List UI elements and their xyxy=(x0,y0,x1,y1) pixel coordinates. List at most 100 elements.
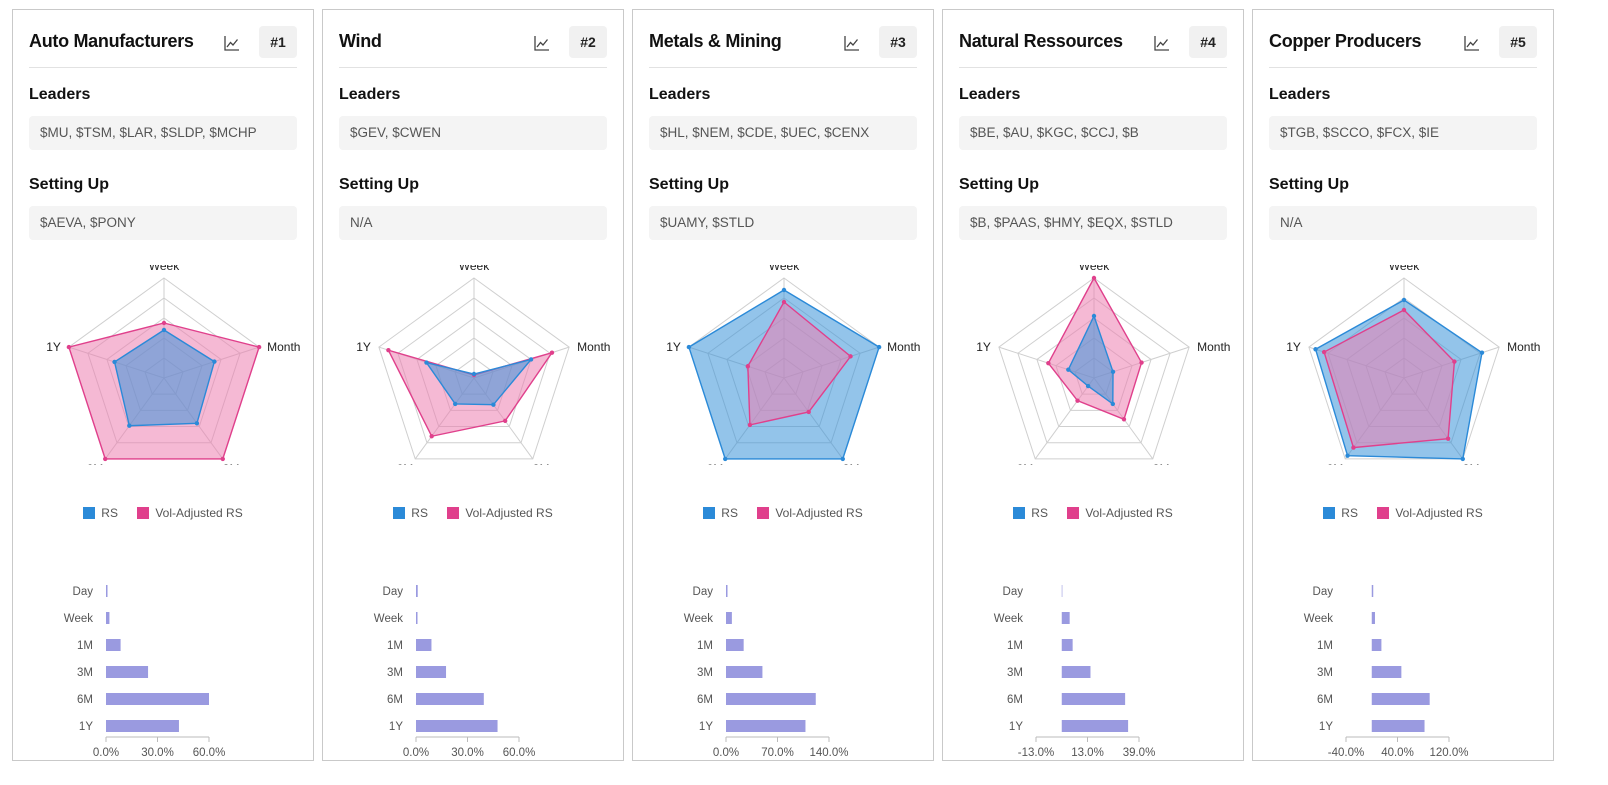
radar-point-vol-week[interactable] xyxy=(1091,275,1097,281)
line-chart-icon[interactable] xyxy=(1151,32,1173,54)
radar-point-rs-week[interactable] xyxy=(1091,313,1097,319)
radar-point-vol-week[interactable] xyxy=(1401,307,1407,313)
bar-6m[interactable] xyxy=(1061,693,1126,705)
bar-week[interactable] xyxy=(416,612,418,624)
radar-point-rs-3m[interactable] xyxy=(491,402,496,407)
bar-category-label-1y: 1Y xyxy=(79,721,93,733)
radar-point-vol-3m[interactable] xyxy=(502,418,508,424)
radar-point-rs-week[interactable] xyxy=(471,371,477,377)
radar-point-vol-3m[interactable] xyxy=(1121,417,1127,422)
radar-series-rs[interactable] xyxy=(1067,314,1114,406)
legend-item-vol[interactable]: Vol-Adjusted RS xyxy=(137,506,243,520)
legend-item-vol[interactable]: Vol-Adjusted RS xyxy=(447,506,553,520)
line-chart-icon[interactable] xyxy=(841,32,863,54)
radar-point-vol-1y[interactable] xyxy=(1321,349,1327,355)
bar-week[interactable] xyxy=(1371,612,1375,624)
radar-point-rs-week[interactable] xyxy=(1401,297,1407,303)
bar-day[interactable] xyxy=(1061,585,1063,597)
radar-point-vol-month[interactable] xyxy=(549,350,555,355)
bar-6m[interactable] xyxy=(1371,693,1430,705)
legend-item-vol[interactable]: Vol-Adjusted RS xyxy=(1067,506,1173,520)
bar-1m[interactable] xyxy=(1371,639,1382,651)
bar-1y[interactable] xyxy=(106,720,179,732)
radar-point-vol-month[interactable] xyxy=(1139,360,1144,365)
bar-week[interactable] xyxy=(106,612,110,624)
radar-point-vol-3m[interactable] xyxy=(1445,436,1451,441)
bar-day[interactable] xyxy=(106,585,108,597)
radar-point-rs-1y[interactable] xyxy=(686,344,692,350)
bar-3m[interactable] xyxy=(1061,666,1091,678)
radar-point-vol-1y[interactable] xyxy=(745,364,751,369)
radar-point-rs-month[interactable] xyxy=(876,344,882,350)
legend-item-rs[interactable]: RS xyxy=(703,506,738,520)
radar-point-vol-month[interactable] xyxy=(256,344,262,350)
radar-point-vol-1y[interactable] xyxy=(386,347,391,353)
bar-1m[interactable] xyxy=(416,639,432,651)
bar-week[interactable] xyxy=(1061,612,1070,624)
radar-point-vol-week[interactable] xyxy=(781,299,787,305)
radar-point-rs-1y[interactable] xyxy=(424,360,429,365)
radar-point-rs-month[interactable] xyxy=(1110,369,1116,375)
bar-1m[interactable] xyxy=(726,639,744,651)
bar-3m[interactable] xyxy=(416,666,447,678)
radar-point-rs-1y[interactable] xyxy=(1066,367,1071,372)
line-chart-icon[interactable] xyxy=(531,32,553,54)
radar-point-vol-6m[interactable] xyxy=(103,456,108,462)
legend-item-vol[interactable]: Vol-Adjusted RS xyxy=(1377,506,1483,520)
radar-point-rs-month[interactable] xyxy=(1479,350,1485,355)
radar-point-vol-month[interactable] xyxy=(1452,359,1457,364)
radar-point-vol-3m[interactable] xyxy=(806,409,811,415)
bar-1m[interactable] xyxy=(106,639,121,651)
legend-item-rs[interactable]: RS xyxy=(1323,506,1358,520)
bar-6m[interactable] xyxy=(726,693,816,705)
radar-point-vol-1y[interactable] xyxy=(66,344,72,350)
radar-point-rs-month[interactable] xyxy=(212,359,217,364)
radar-point-vol-3m[interactable] xyxy=(220,456,225,462)
radar-point-rs-week[interactable] xyxy=(781,287,787,293)
radar-point-rs-6m[interactable] xyxy=(723,456,728,462)
bar-week[interactable] xyxy=(726,612,732,624)
bar-1y[interactable] xyxy=(416,720,498,732)
bar-day[interactable] xyxy=(416,585,418,597)
radar-series-vol-adjusted-rs[interactable] xyxy=(1323,309,1456,449)
legend-item-vol[interactable]: Vol-Adjusted RS xyxy=(757,506,863,520)
radar-point-vol-6m[interactable] xyxy=(1351,445,1356,450)
radar-point-vol-6m[interactable] xyxy=(747,422,753,428)
radar-point-rs-6m[interactable] xyxy=(452,401,458,407)
radar-point-rs-3m[interactable] xyxy=(194,421,200,426)
radar-point-vol-week[interactable] xyxy=(161,320,167,326)
radar-point-rs-6m[interactable] xyxy=(1085,383,1091,389)
bar-6m[interactable] xyxy=(106,693,209,705)
bar-1y[interactable] xyxy=(1371,720,1425,732)
legend-item-rs[interactable]: RS xyxy=(393,506,428,520)
radar-point-rs-3m[interactable] xyxy=(840,456,845,462)
line-chart-icon[interactable] xyxy=(221,32,243,54)
radar-point-rs-week[interactable] xyxy=(161,327,167,333)
radar-series-rs[interactable] xyxy=(424,358,533,406)
radar-point-rs-1y[interactable] xyxy=(1313,347,1318,352)
bar-1m[interactable] xyxy=(1061,639,1073,651)
legend-item-rs[interactable]: RS xyxy=(83,506,118,520)
radar-point-rs-3m[interactable] xyxy=(1460,456,1465,462)
radar-series-rs[interactable] xyxy=(113,329,216,427)
bar-1y[interactable] xyxy=(726,720,806,732)
radar-series-vol-adjusted-rs[interactable] xyxy=(747,300,852,426)
bar-6m[interactable] xyxy=(416,693,484,705)
bar-1y[interactable] xyxy=(1061,720,1129,732)
radar-point-rs-1y[interactable] xyxy=(112,359,117,365)
radar-point-rs-month[interactable] xyxy=(528,357,534,362)
radar-point-vol-6m[interactable] xyxy=(1075,398,1080,403)
radar-point-vol-month[interactable] xyxy=(848,354,853,359)
bar-day[interactable] xyxy=(1371,585,1374,597)
line-chart-icon[interactable] xyxy=(1461,32,1483,54)
bar-3m[interactable] xyxy=(106,666,149,678)
radar-point-rs-3m[interactable] xyxy=(1110,401,1116,407)
radar-point-rs-6m[interactable] xyxy=(1345,453,1350,458)
bar-3m[interactable] xyxy=(1371,666,1402,678)
bar-day[interactable] xyxy=(726,585,728,597)
bar-3m[interactable] xyxy=(726,666,763,678)
radar-point-vol-1y[interactable] xyxy=(1046,360,1051,366)
radar-point-vol-6m[interactable] xyxy=(429,434,434,439)
radar-point-rs-6m[interactable] xyxy=(127,423,132,428)
legend-item-rs[interactable]: RS xyxy=(1013,506,1048,520)
